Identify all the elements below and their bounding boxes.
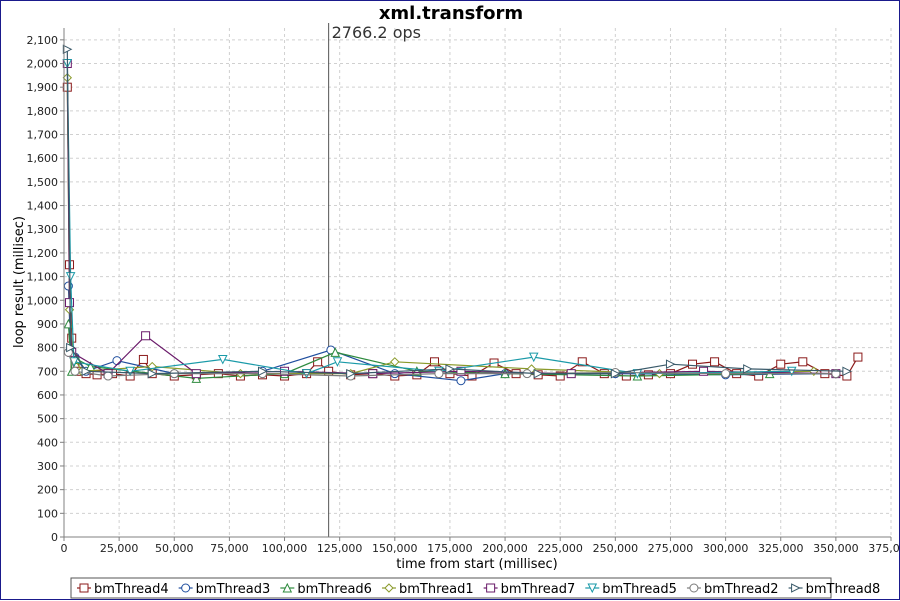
y-tick-label: 2,100 [27, 34, 59, 47]
y-tick-label: 0 [51, 531, 58, 544]
legend-marker [80, 584, 88, 592]
data-point-bmThread4 [689, 360, 697, 368]
y-tick-label: 400 [37, 436, 58, 449]
legend-marker [487, 584, 495, 592]
y-tick-label: 800 [37, 342, 58, 355]
data-point-bmThread4 [777, 360, 785, 368]
data-point-bmThread4 [854, 353, 862, 361]
x-tick-label: 0 [61, 542, 68, 555]
y-tick-label: 500 [37, 413, 58, 426]
legend-label: bmThread6 [297, 582, 372, 597]
x-tick-label: 350,000 [813, 542, 859, 555]
y-tick-label: 100 [37, 507, 58, 520]
data-point-bmThread3 [113, 357, 121, 365]
data-point-bmThread2 [435, 370, 443, 378]
legend-marker [690, 584, 698, 592]
data-point-bmThread4 [799, 358, 807, 366]
data-point-bmThread2 [71, 367, 79, 375]
data-point-bmThread2 [104, 372, 112, 380]
y-tick-label: 2,000 [27, 58, 59, 71]
x-tick-label: 175,000 [427, 542, 473, 555]
y-axis-label: loop result (millisec) [12, 216, 27, 348]
data-point-bmThread3 [457, 377, 465, 385]
y-tick-label: 200 [37, 484, 58, 497]
x-tick-label: 200,000 [482, 542, 528, 555]
y-tick-label: 1,600 [27, 152, 59, 165]
x-tick-label: 225,000 [537, 542, 583, 555]
data-point-bmThread4 [430, 358, 438, 366]
y-tick-label: 1,500 [27, 176, 59, 189]
y-tick-label: 600 [37, 389, 58, 402]
legend-label: bmThread2 [704, 582, 779, 597]
x-tick-label: 125,000 [317, 542, 363, 555]
y-tick-label: 1,900 [27, 81, 59, 94]
chart-title: xml.transform [379, 3, 523, 24]
data-point-bmThread2 [722, 370, 730, 378]
legend-marker [182, 584, 190, 592]
x-ticks: 0 25,000 50,000 75,000 100,000 125,000 150,000… [61, 537, 900, 555]
x-tick-label: 75,000 [210, 542, 249, 555]
data-point-bmThread7 [700, 367, 708, 375]
y-tick-label: 1,300 [27, 223, 59, 236]
x-tick-label: 325,000 [758, 542, 804, 555]
x-tick-label: 100,000 [262, 542, 308, 555]
data-point-bmThread4 [139, 355, 147, 363]
legend-label: bmThread8 [806, 582, 881, 597]
legend: bmThread4 bmThread3 bmThread6 bmThread1 bmTh… [71, 578, 880, 598]
x-tick-label: 25,000 [100, 542, 139, 555]
data-point-bmThread7 [142, 332, 150, 340]
y-tick-label: 1,000 [27, 294, 59, 307]
y-tick-label: 900 [37, 318, 58, 331]
legend-label: bmThread4 [94, 582, 169, 597]
y-tick-label: 700 [37, 365, 58, 378]
y-tick-label: 300 [37, 460, 58, 473]
y-ticks: 0 100 200 300 400 500 600 700 800 900 1,000 1,100 1,… [27, 34, 65, 544]
x-tick-label: 375,000 [868, 542, 900, 555]
y-tick-label: 1,100 [27, 271, 59, 284]
data-point-bmThread7 [369, 370, 377, 378]
x-tick-label: 300,000 [703, 542, 749, 555]
y-tick-label: 1,400 [27, 200, 59, 213]
x-tick-label: 250,000 [593, 542, 639, 555]
x-axis-label: time from start (millisec) [396, 557, 557, 572]
y-tick-label: 1,700 [27, 129, 59, 142]
legend-label: bmThread7 [501, 582, 576, 597]
x-tick-label: 150,000 [372, 542, 418, 555]
y-tick-label: 1,800 [27, 105, 59, 118]
legend-label: bmThread3 [196, 582, 271, 597]
x-tick-label: 50,000 [155, 542, 194, 555]
x-tick-label: 275,000 [648, 542, 694, 555]
legend-label: bmThread1 [399, 582, 474, 597]
data-point-bmThread4 [711, 358, 719, 366]
legend-label: bmThread5 [602, 582, 677, 597]
y-tick-label: 1,200 [27, 247, 59, 260]
annotation-label: 2766.2 ops [332, 23, 421, 42]
plot-background [64, 28, 891, 537]
